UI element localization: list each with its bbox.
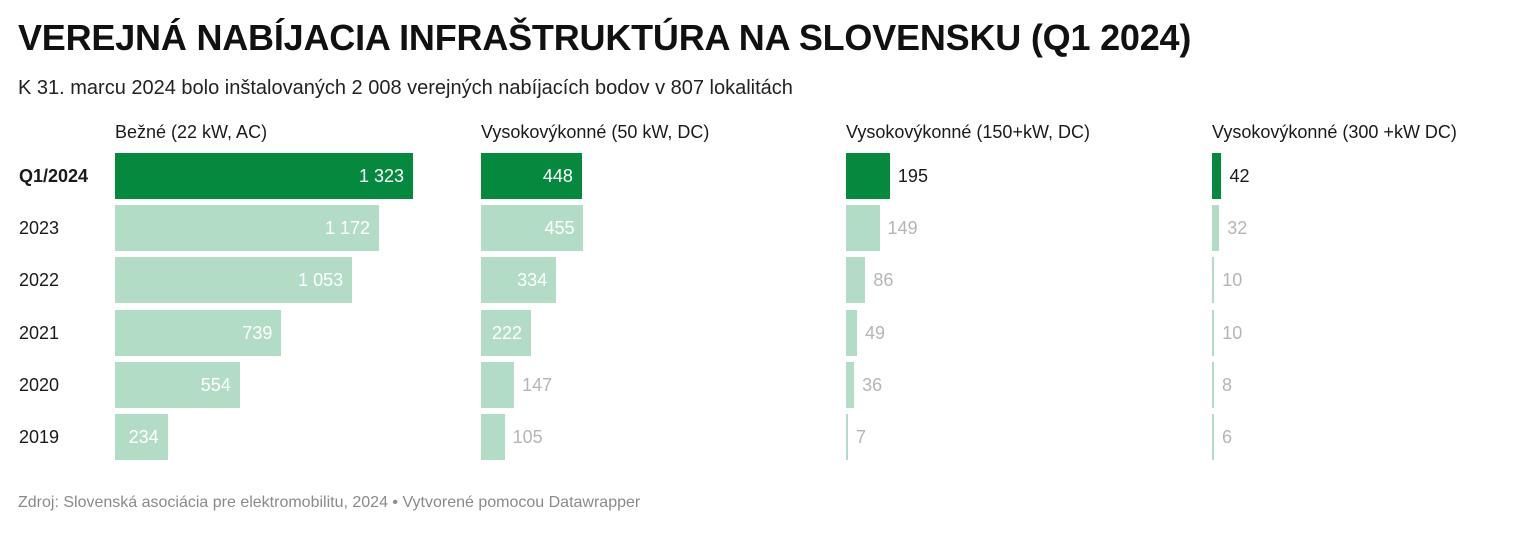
bar [1212,309,1215,356]
value-label: 195 [897,166,928,186]
bar [846,414,848,460]
bar [846,309,858,356]
value-label: 7 [856,427,867,447]
bar [115,414,168,460]
row-label: 2020 [19,374,60,395]
bar [115,153,413,199]
bar [1212,414,1214,460]
value-label: 149 [887,218,918,239]
panel-title: Vysokovýkonné (50 kW, DC) [481,122,710,142]
bar [481,153,582,199]
bar [481,361,515,408]
row-label: 2021 [19,322,60,343]
value-label: 1 172 [324,218,370,239]
bar [1212,361,1214,408]
bar [481,309,531,356]
panel-title: Vysokovýkonné (300 +kW DC) [1212,122,1457,142]
value-label: 334 [517,270,548,291]
bar [846,361,855,408]
value-label: 36 [862,374,883,395]
bar [481,414,505,460]
value-label: 739 [242,322,273,343]
bar [115,361,240,408]
source-footer: Zdroj: Slovenská asociácia pre elektromo… [18,494,641,511]
value-label: 8 [1222,374,1233,395]
value-label: 49 [865,322,886,343]
value-label: 234 [128,427,159,447]
bar [846,205,880,252]
bar [115,257,353,304]
bar [1212,205,1220,252]
value-label: 10 [1222,270,1243,291]
value-label: 42 [1229,166,1250,186]
value-label: 86 [873,270,894,291]
value-label: 6 [1222,427,1233,447]
panel-title: Vysokovýkonné (150+kW, DC) [846,122,1090,142]
bar [481,257,557,304]
value-label: 448 [542,166,573,186]
bar [1212,153,1222,199]
row-label: 2023 [19,218,60,239]
value-label: 455 [544,218,575,239]
chart-subtitle: K 31. marcu 2024 bolo inštalovaných 2 00… [18,77,793,99]
bar [481,205,584,252]
row-label: Q1/2024 [19,166,89,186]
bar [846,257,866,304]
chart-title: VEREJNÁ NABÍJACIA INFRAŠTRUKTÚRA NA SLOV… [18,17,1192,58]
row-label: 2022 [19,270,60,291]
bar [115,309,282,356]
bar [115,205,379,252]
value-label: 554 [200,374,231,395]
value-label: 105 [512,427,543,447]
bar [1212,257,1215,304]
value-label: 32 [1227,218,1248,239]
row-label: 2019 [19,427,60,447]
value-label: 1 053 [298,270,344,291]
value-label: 147 [522,374,553,395]
value-label: 1 323 [358,166,404,186]
value-label: 222 [491,322,522,343]
panel-title: Bežné (22 kW, AC) [115,122,268,142]
value-label: 10 [1222,322,1243,343]
bar [846,153,890,199]
